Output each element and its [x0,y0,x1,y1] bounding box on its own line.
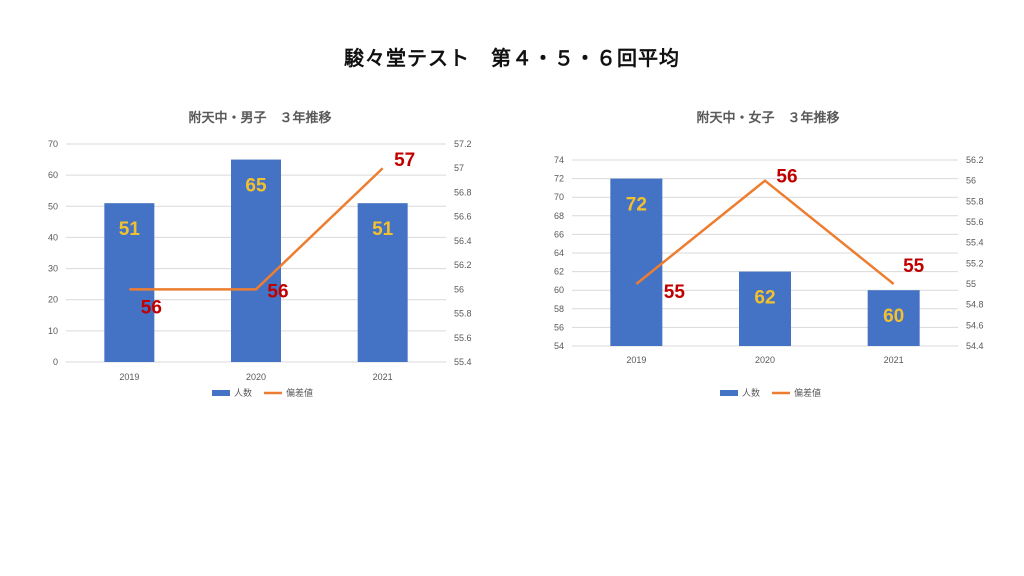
y-tick-label: 56 [554,322,564,332]
y2-tick-label: 55 [966,279,976,289]
y-tick-label: 72 [554,174,564,184]
line-data-label: 56 [141,297,162,318]
y-tick-label: 62 [554,267,564,277]
line-series [129,167,384,291]
line-data-label: 56 [776,167,797,188]
y-tick-label: 70 [554,192,564,202]
y2-tick-label: 56.2 [454,260,472,270]
bar [739,271,791,346]
bar-data-label: 65 [245,176,267,197]
legend-label: 人数 [234,387,252,399]
x-tick-label: 2021 [884,355,904,365]
y-tick-label: 58 [554,304,564,314]
bar [867,290,920,346]
bar [610,178,663,346]
y2-tick-label: 55.8 [454,309,472,319]
y-tick-label: 70 [48,139,58,149]
x-tick-label: 2019 [119,372,139,382]
y2-tick-label: 56.6 [454,212,472,222]
line-data-label: 55 [903,256,925,277]
x-tick-label: 2019 [626,355,646,365]
bar-data-label: 72 [626,195,647,216]
legend-swatch-bar [720,390,738,396]
x-tick-label: 2020 [246,372,266,382]
y2-tick-label: 57 [454,163,464,173]
x-tick-label: 2020 [755,355,775,365]
chart-title: 附天中・男子 ３年推移 [188,110,331,126]
legend-label: 偏差値 [794,387,821,399]
y2-tick-label: 54.4 [966,341,984,351]
y-tick-label: 60 [554,285,564,295]
y-tick-label: 40 [48,232,58,242]
y-tick-label: 50 [48,201,58,211]
legend-label: 偏差値 [286,387,313,399]
y-tick-label: 74 [554,155,564,165]
line-data-label: 57 [394,150,415,171]
y-tick-label: 66 [554,229,564,239]
y2-tick-label: 56 [966,176,976,186]
y-tick-label: 68 [554,211,564,221]
y2-tick-label: 54.6 [966,320,984,330]
y-tick-label: 10 [48,326,58,336]
bar [357,203,408,362]
y2-tick-label: 55.4 [966,238,984,248]
bar-data-label: 60 [883,306,904,327]
chart-title: 附天中・女子 ３年推移 [696,110,839,126]
y2-tick-label: 55.2 [966,258,984,268]
y-tick-label: 20 [48,295,58,305]
legend-swatch-bar [212,390,230,396]
y-tick-label: 54 [554,341,564,351]
y2-tick-label: 56 [454,284,464,294]
legend-label: 人数 [742,387,760,399]
y2-tick-label: 56.4 [454,236,472,246]
bar-data-label: 62 [754,288,775,309]
y-tick-label: 60 [48,170,58,180]
y2-tick-label: 56.2 [966,155,984,165]
bar-data-label: 51 [119,219,141,240]
bar [231,159,281,362]
y-tick-label: 30 [48,264,58,274]
bar-data-label: 51 [372,219,394,240]
y2-tick-label: 55.4 [454,357,472,367]
page-title: 駿々堂テスト 第４・５・６回平均 [344,46,680,70]
line-data-label: 55 [664,282,686,303]
y-tick-label: 64 [554,248,564,258]
y2-tick-label: 56.8 [454,187,472,197]
y2-tick-label: 54.8 [966,300,984,310]
bar [104,203,155,362]
y2-tick-label: 55.6 [966,217,984,227]
y2-tick-label: 57.2 [454,139,472,149]
line-data-label: 56 [267,281,288,302]
x-tick-label: 2021 [373,372,393,382]
y2-tick-label: 55.6 [454,333,472,343]
line-series [635,179,895,285]
y-tick-label: 0 [53,357,58,367]
y2-tick-label: 55.8 [966,196,984,206]
